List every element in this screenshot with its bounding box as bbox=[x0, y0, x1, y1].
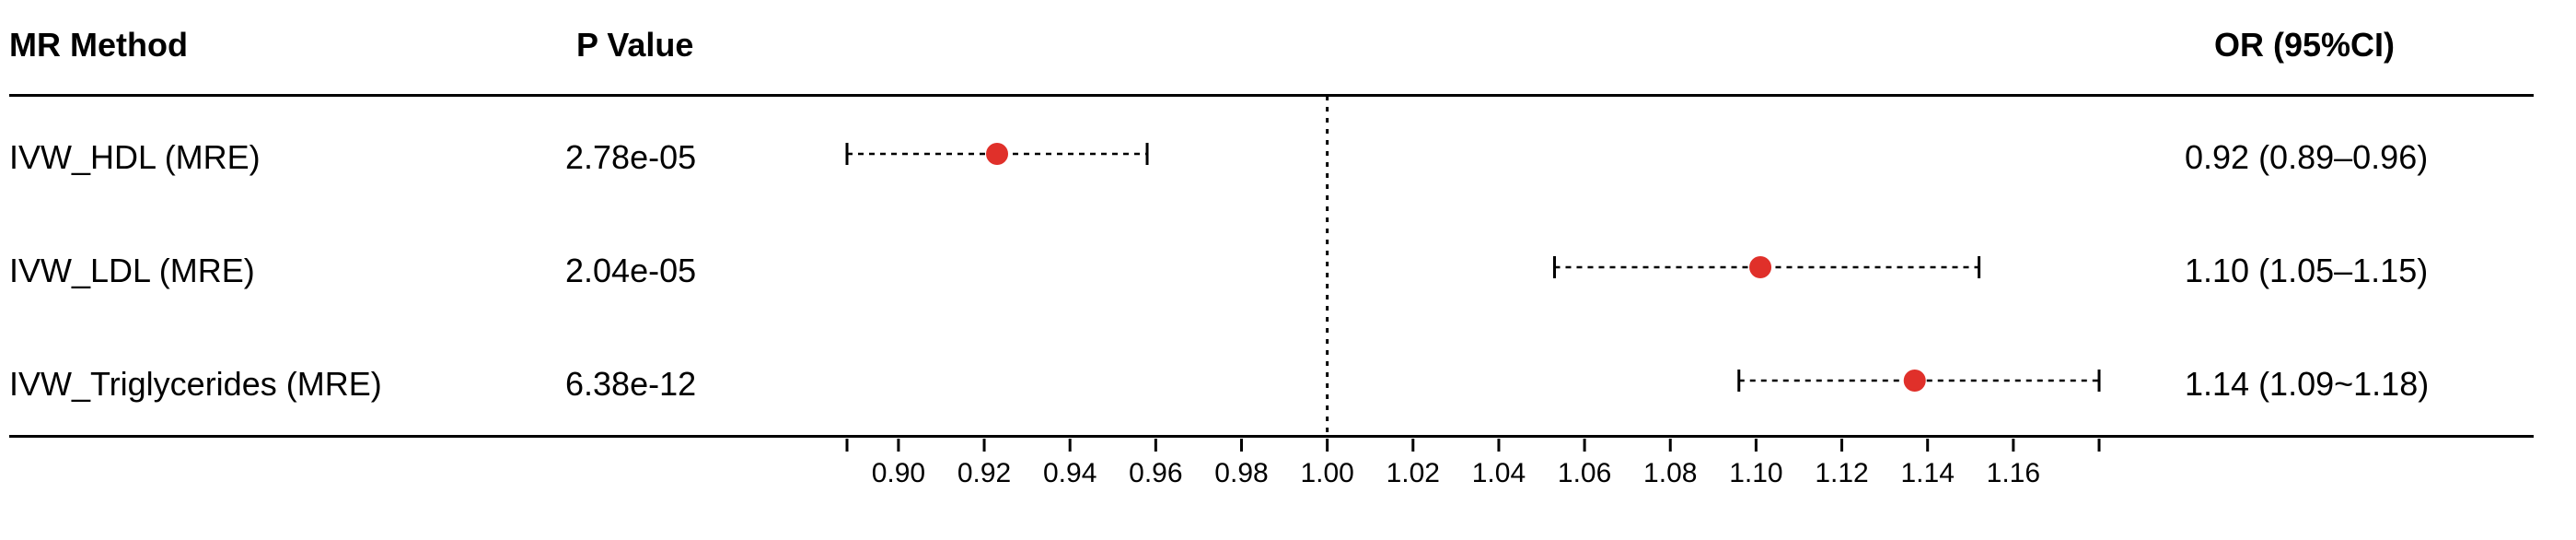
header-p-value: P Value bbox=[576, 26, 694, 64]
point-estimate-2 bbox=[1903, 370, 1926, 392]
x-tick-label-2: 0.94 bbox=[1043, 458, 1097, 488]
x-tick-label-4: 0.98 bbox=[1214, 458, 1268, 488]
x-tick-label-5: 1.00 bbox=[1300, 458, 1353, 488]
x-tick-label-7: 1.04 bbox=[1472, 458, 1526, 488]
header-rule bbox=[9, 94, 2534, 97]
row-pvalue-ldl: 2.04e-05 bbox=[565, 252, 697, 289]
bottom-rule bbox=[9, 435, 2534, 438]
row-pvalue-triglycerides: 6.38e-12 bbox=[565, 365, 697, 403]
row-or-triglycerides: 1.14 (1.09~1.18) bbox=[2185, 365, 2430, 403]
row-or-ldl: 1.10 (1.05–1.15) bbox=[2185, 252, 2429, 289]
x-tick-label-10: 1.10 bbox=[1729, 458, 1782, 488]
point-estimate-0 bbox=[986, 143, 1009, 165]
x-tick-label-12: 1.14 bbox=[1901, 458, 1955, 488]
row-method-ldl: IVW_LDL (MRE) bbox=[9, 252, 255, 289]
point-estimate-1 bbox=[1749, 256, 1772, 278]
x-tick-label-11: 1.12 bbox=[1815, 458, 1868, 488]
x-tick-label-6: 1.02 bbox=[1387, 458, 1440, 488]
x-tick-label-0: 0.90 bbox=[872, 458, 925, 488]
header-or-ci: OR (95%CI) bbox=[2214, 26, 2396, 64]
x-tick-label-13: 1.16 bbox=[1987, 458, 2040, 488]
x-tick-label-1: 0.92 bbox=[957, 458, 1011, 488]
row-or-hdl: 0.92 (0.89–0.96) bbox=[2185, 138, 2429, 176]
row-pvalue-hdl: 2.78e-05 bbox=[565, 138, 697, 176]
row-method-hdl: IVW_HDL (MRE) bbox=[9, 138, 261, 176]
x-tick-label-9: 1.08 bbox=[1643, 458, 1697, 488]
row-method-triglycerides: IVW_Triglycerides (MRE) bbox=[9, 365, 382, 403]
x-tick-label-8: 1.06 bbox=[1558, 458, 1611, 488]
x-tick-label-3: 0.96 bbox=[1129, 458, 1182, 488]
header-mr-method: MR Method bbox=[9, 26, 188, 64]
